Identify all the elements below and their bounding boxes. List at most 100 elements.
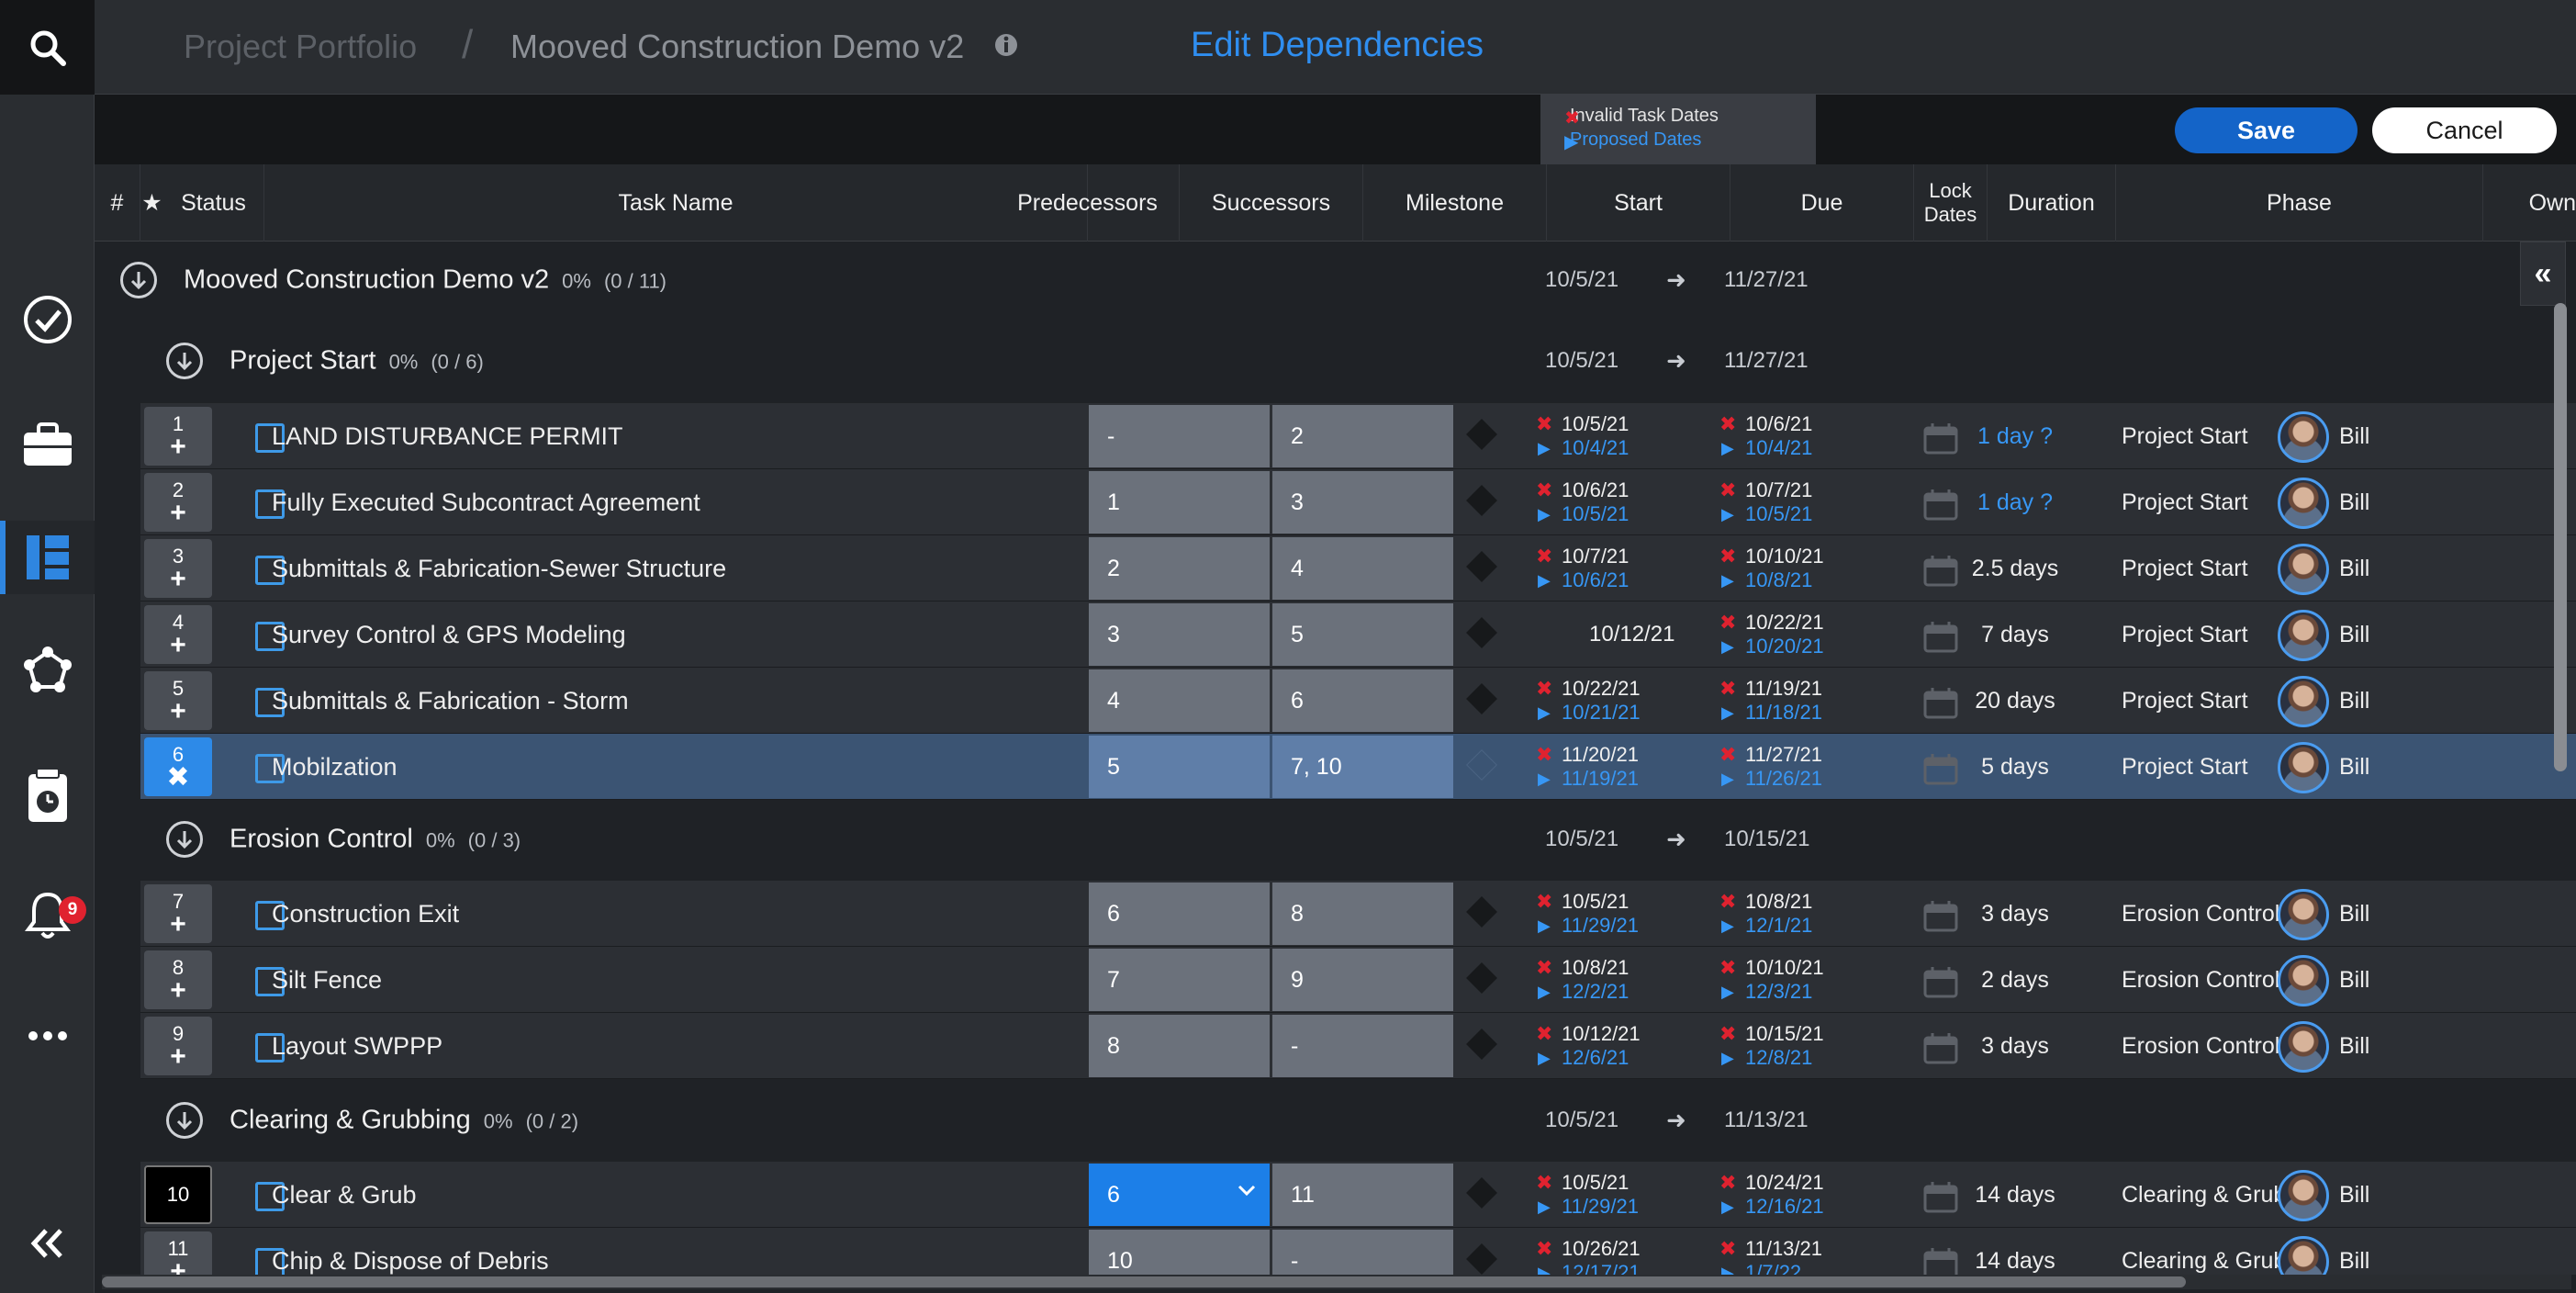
owner-avatar[interactable] bbox=[2278, 1236, 2329, 1275]
owner-name[interactable]: Bill T bbox=[2339, 1247, 2376, 1274]
col-star[interactable]: ★ bbox=[141, 190, 162, 216]
task-name[interactable]: Chip & Dispose of Debris bbox=[272, 1246, 549, 1275]
horizontal-scrollbar-thumb[interactable] bbox=[102, 1276, 2186, 1287]
start-date[interactable]: ✖ 10/5/21 ▶ 11/29/21 bbox=[1534, 1171, 1639, 1222]
owner-name[interactable]: Bill T bbox=[2339, 621, 2376, 647]
task-row[interactable]: 10 Clear & Grub 6 11 ✖ 10/5/21 ▶ 11/29/21 … bbox=[140, 1162, 2576, 1228]
successors-field[interactable]: 8 bbox=[1272, 883, 1453, 945]
col-duration[interactable]: Duration bbox=[1988, 164, 2116, 242]
milestone-diamond-icon[interactable] bbox=[1466, 962, 1497, 994]
calendar-lock-icon[interactable] bbox=[1922, 422, 1959, 455]
owner-name[interactable]: Bill T bbox=[2339, 422, 2376, 449]
notifications-nav[interactable]: 9 bbox=[0, 878, 95, 951]
task-name[interactable]: Survey Control & GPS Modeling bbox=[272, 620, 626, 648]
owner-avatar[interactable] bbox=[2278, 742, 2329, 793]
collapse-sidebar-button[interactable] bbox=[0, 1207, 95, 1280]
schedule-nav[interactable] bbox=[0, 521, 95, 594]
collapse-panel-button[interactable]: « bbox=[2520, 242, 2566, 306]
start-date[interactable]: ✖ 10/5/21 ▶ 11/29/21 bbox=[1534, 890, 1639, 941]
task-name[interactable]: Silt Fence bbox=[272, 965, 383, 994]
successors-field[interactable]: 5 bbox=[1272, 603, 1453, 666]
horizontal-scrollbar[interactable] bbox=[102, 1275, 2571, 1289]
task-name[interactable]: Layout SWPPP bbox=[272, 1031, 443, 1060]
milestone-diamond-icon[interactable] bbox=[1466, 617, 1497, 648]
owner-avatar[interactable] bbox=[2278, 411, 2329, 463]
status-checkbox[interactable] bbox=[255, 423, 285, 453]
phase-value[interactable]: Project Start bbox=[2122, 422, 2248, 449]
status-checkbox[interactable] bbox=[255, 688, 285, 717]
row-number-badge[interactable]: 8 + bbox=[144, 950, 212, 1009]
due-date[interactable]: ✖ 10/10/21 ▶ 12/3/21 bbox=[1718, 956, 1824, 1007]
owner-name[interactable]: Bill T bbox=[2339, 687, 2376, 714]
owner-avatar[interactable] bbox=[2278, 889, 2329, 940]
search-button[interactable] bbox=[0, 0, 95, 95]
phase-value[interactable]: Erosion Control bbox=[2122, 900, 2280, 927]
calendar-lock-icon[interactable] bbox=[1922, 1180, 1959, 1213]
predecessors-field[interactable]: 6 bbox=[1089, 883, 1270, 945]
predecessors-field[interactable]: - bbox=[1089, 405, 1270, 467]
task-name[interactable]: Submittals & Fabrication - Storm bbox=[272, 686, 629, 714]
plus-icon[interactable]: + bbox=[170, 1041, 186, 1072]
duration-value[interactable]: 1 day ? bbox=[1977, 422, 2053, 449]
milestone-diamond-icon[interactable] bbox=[1466, 1243, 1497, 1275]
milestone-diamond-icon[interactable] bbox=[1466, 896, 1497, 928]
calendar-lock-icon[interactable] bbox=[1922, 899, 1959, 932]
start-date[interactable]: ✖ 10/22/21 ▶ 10/21/21 bbox=[1534, 677, 1641, 728]
plus-icon[interactable]: + bbox=[170, 564, 186, 594]
milestone-diamond-icon[interactable] bbox=[1466, 749, 1497, 781]
due-date[interactable]: ✖ 10/6/21 ▶ 10/4/21 bbox=[1718, 412, 1812, 464]
plus-icon[interactable]: + bbox=[170, 975, 186, 1006]
task-name[interactable]: LAND DISTURBANCE PERMIT bbox=[272, 422, 623, 450]
owner-name[interactable]: Bill T bbox=[2339, 555, 2376, 581]
row-number-badge[interactable]: 3 + bbox=[144, 539, 212, 598]
calendar-lock-icon[interactable] bbox=[1922, 1246, 1959, 1275]
successors-field[interactable]: - bbox=[1272, 1230, 1453, 1275]
calendar-lock-icon[interactable] bbox=[1922, 1031, 1959, 1064]
plus-icon[interactable]: + bbox=[170, 1256, 186, 1276]
row-number-badge[interactable]: 9 + bbox=[144, 1017, 212, 1075]
breadcrumb-project[interactable]: Mooved Construction Demo v2 bbox=[510, 28, 965, 65]
due-date[interactable]: ✖ 10/7/21 ▶ 10/5/21 bbox=[1718, 478, 1812, 530]
milestone-diamond-icon[interactable] bbox=[1466, 683, 1497, 714]
col-lock-dates[interactable]: Lock Dates bbox=[1914, 164, 1988, 242]
start-date[interactable]: ✖ 10/5/21 ▶ 10/4/21 bbox=[1534, 412, 1629, 464]
predecessors-field[interactable]: 8 bbox=[1089, 1015, 1270, 1077]
start-date[interactable]: ✖ 10/12/21 ▶ 12/6/21 bbox=[1534, 1022, 1641, 1074]
owner-avatar[interactable] bbox=[2278, 544, 2329, 595]
portfolio-nav[interactable] bbox=[0, 408, 95, 481]
owner-name[interactable]: Bill T bbox=[2339, 1032, 2376, 1059]
task-row[interactable]: 5 + Submittals & Fabrication - Storm 4 6 … bbox=[140, 668, 2576, 734]
collapse-group-button[interactable] bbox=[166, 821, 203, 858]
milestone-diamond-icon[interactable] bbox=[1466, 551, 1497, 582]
owner-avatar[interactable] bbox=[2278, 955, 2329, 1006]
task-row[interactable]: 9 + Layout SWPPP 8 - ✖ 10/12/21 ▶ 12/6/21 ✖… bbox=[140, 1013, 2576, 1079]
milestone-diamond-icon[interactable] bbox=[1466, 1177, 1497, 1209]
predecessors-field[interactable]: 2 bbox=[1089, 537, 1270, 600]
close-icon[interactable]: ✖ bbox=[166, 762, 190, 793]
owner-name[interactable]: Bill T bbox=[2339, 489, 2376, 515]
row-number-badge[interactable]: 7 + bbox=[144, 884, 212, 943]
timesheet-nav[interactable] bbox=[0, 759, 95, 832]
predecessors-field[interactable]: 7 bbox=[1089, 949, 1270, 1011]
status-checkbox[interactable] bbox=[255, 901, 285, 930]
row-number-badge[interactable]: 10 bbox=[144, 1165, 212, 1224]
phase-value[interactable]: Project Start bbox=[2122, 489, 2248, 515]
due-date[interactable]: ✖ 10/8/21 ▶ 12/1/21 bbox=[1718, 890, 1812, 941]
owner-name[interactable]: Bill T bbox=[2339, 900, 2376, 927]
breadcrumb-portfolio[interactable]: Project Portfolio bbox=[184, 28, 418, 65]
plus-icon[interactable]: + bbox=[170, 909, 186, 939]
collapse-group-button[interactable] bbox=[166, 1102, 203, 1139]
duration-value[interactable]: 1 day ? bbox=[1977, 489, 2053, 515]
successors-field[interactable]: 3 bbox=[1272, 471, 1453, 534]
collapse-group-button[interactable] bbox=[166, 343, 203, 379]
start-date[interactable]: ✖ 10/26/21 ▶ 12/17/21 bbox=[1534, 1237, 1641, 1275]
owner-avatar[interactable] bbox=[2278, 610, 2329, 661]
start-date[interactable]: 10/12/21 bbox=[1589, 622, 1675, 646]
duration-value[interactable]: 2.5 days bbox=[1971, 555, 2059, 581]
status-checkbox[interactable] bbox=[255, 967, 285, 996]
cancel-button[interactable]: Cancel bbox=[2372, 107, 2557, 153]
network-nav[interactable] bbox=[0, 634, 95, 707]
col-status[interactable]: Status bbox=[163, 164, 264, 242]
successors-field[interactable]: 4 bbox=[1272, 537, 1453, 600]
col-phase[interactable]: Phase bbox=[2116, 164, 2483, 242]
